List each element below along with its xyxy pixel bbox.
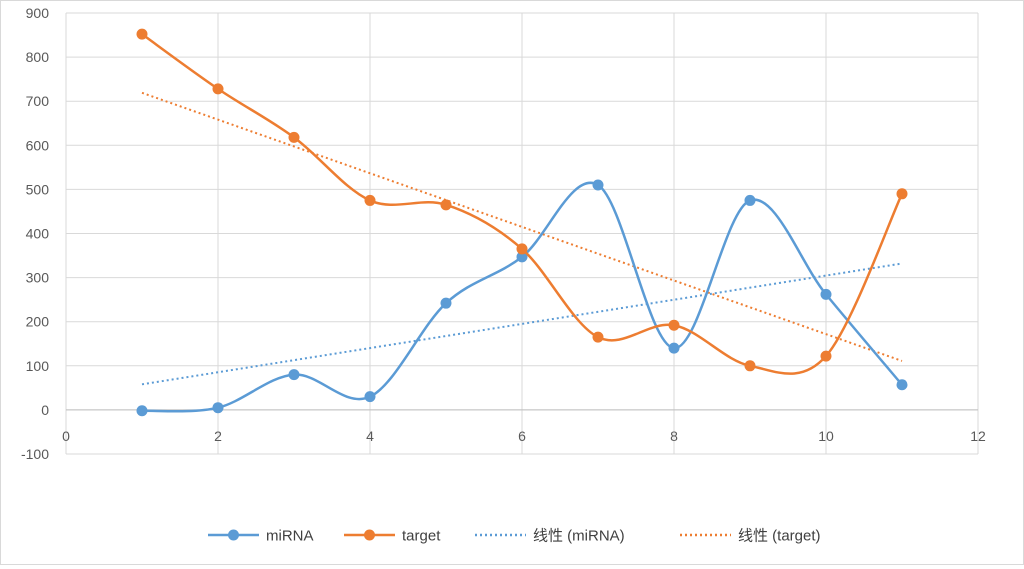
data-point (364, 194, 376, 206)
x-tick-label: 2 (214, 428, 222, 444)
data-point (744, 360, 756, 372)
y-tick-label: 300 (26, 270, 50, 286)
x-tick-label: 0 (62, 428, 70, 444)
x-tick-label: 10 (818, 428, 834, 444)
data-point (212, 402, 224, 414)
data-point (440, 199, 452, 211)
x-tick-label: 4 (366, 428, 374, 444)
y-tick-label: -100 (21, 446, 49, 462)
trendlines (141, 91, 903, 386)
trendline (141, 91, 903, 362)
y-tick-label: 700 (26, 93, 50, 109)
x-tick-label: 8 (670, 428, 678, 444)
y-tick-label: 100 (26, 358, 50, 374)
x-tick-label: 12 (970, 428, 986, 444)
grid (65, 12, 979, 455)
data-point (820, 350, 832, 362)
series-line (141, 33, 904, 375)
data-point (516, 243, 528, 255)
trendline (141, 262, 903, 386)
data-point (896, 188, 908, 200)
legend-label: 线性 (miRNA) (533, 528, 625, 545)
y-tick-label: 500 (26, 181, 50, 197)
series (136, 28, 908, 417)
legend-label: target (402, 528, 441, 545)
legend-label: miRNA (266, 528, 314, 545)
legend-marker (228, 529, 239, 541)
y-tick-label: 200 (26, 314, 50, 330)
data-point (364, 391, 376, 403)
y-tick-label: 400 (26, 226, 50, 242)
x-tick-label: 6 (518, 428, 526, 444)
data-point (288, 131, 300, 143)
y-tick-label: 0 (41, 402, 49, 418)
data-point (288, 369, 300, 381)
data-point (668, 319, 680, 331)
data-point (516, 251, 528, 263)
data-point (744, 194, 756, 206)
axes: -100 0 100 200 300 400 500 600 700 800 900 0 2 4 6 8 10 1… (21, 5, 986, 462)
data-point (592, 179, 604, 191)
y-tick-label: 900 (26, 5, 50, 21)
legend-marker (364, 529, 375, 541)
legend-label: 线性 (target) (738, 528, 821, 545)
y-tick-label: 600 (26, 137, 50, 153)
data-point (592, 331, 604, 343)
legend: miRNA target 线性 (miRNA) 线性 (target) (208, 528, 821, 545)
data-point (136, 28, 148, 40)
data-point (212, 83, 224, 95)
data-point (136, 405, 148, 417)
data-point (896, 379, 908, 391)
y-tick-label: 800 (26, 49, 50, 65)
data-point (668, 342, 680, 354)
data-point (820, 288, 832, 300)
data-point (440, 297, 452, 309)
